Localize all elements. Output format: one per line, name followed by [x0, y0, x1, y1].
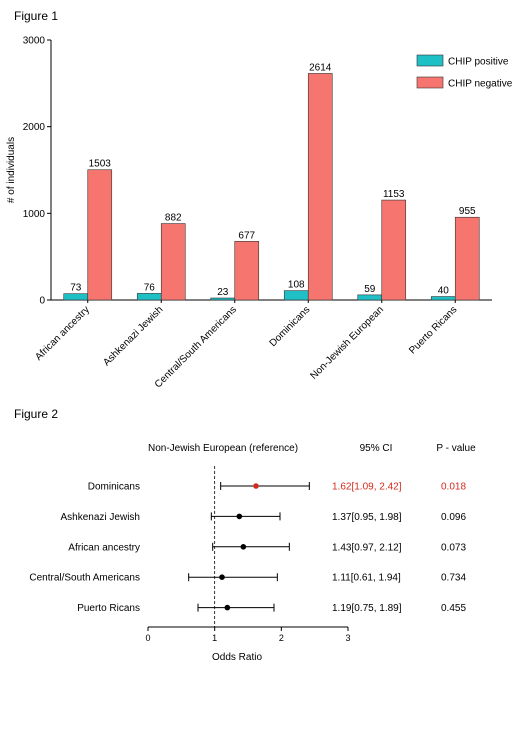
y-tick-label: 2000	[23, 122, 46, 133]
row-label: Central/South Americans	[29, 573, 140, 584]
ci-value: 1.43[0.97, 2.12]	[332, 542, 402, 553]
figure-2-title: Figure 2	[14, 407, 59, 421]
ci-value: 1.11[0.61, 1.94]	[332, 573, 401, 584]
odds-ratio-point	[253, 483, 259, 489]
bar-data-label: 955	[459, 206, 476, 217]
p-value: 0.455	[441, 603, 466, 614]
x-tick-label: 1	[212, 633, 217, 643]
bar-data-label: 882	[165, 213, 182, 224]
ci-value: 1.62[1.09, 2.42]	[332, 482, 402, 493]
ci-value: 1.37[0.95, 1.98]	[332, 512, 402, 523]
p-value-header: P - value	[436, 443, 476, 454]
bar-chip-negative	[234, 241, 260, 301]
y-tick-label: 0	[39, 296, 45, 307]
odds-ratio-point	[240, 544, 247, 550]
odds-ratio-point	[219, 574, 225, 580]
p-value: 0.018	[441, 482, 466, 493]
row-label: African ancestry	[68, 542, 140, 553]
bar-data-label: 59	[364, 284, 376, 295]
p-value: 0.734	[441, 573, 466, 584]
bar-chip-negative	[381, 199, 407, 301]
bar-data-label: 677	[238, 230, 255, 241]
x-tick-label: 3	[345, 633, 350, 643]
y-tick-label: 1000	[23, 209, 46, 220]
bar-data-label: 108	[288, 280, 305, 291]
odds-ratio-point	[236, 513, 243, 520]
bar-chip-negative	[160, 223, 186, 301]
row-label: Ashkenazi Jewish	[61, 512, 140, 523]
legend-swatch	[416, 54, 444, 67]
legend-entry: CHIP negative	[448, 79, 513, 90]
ci-value: 1.19[0.75, 1.89]	[332, 603, 402, 614]
figure-1-title: Figure 1	[14, 9, 59, 23]
bar-data-label: 23	[217, 287, 229, 298]
bar-chip-negative	[454, 216, 480, 301]
p-value: 0.073	[441, 542, 466, 553]
reference-label: Non-Jewish European (reference)	[148, 443, 298, 454]
bar-data-label: 40	[438, 286, 450, 297]
x-axis-label: Odds Ratio	[212, 652, 262, 663]
bar-data-label: 1153	[383, 189, 405, 200]
bar-data-label: 1503	[89, 159, 112, 170]
legend-swatch	[416, 76, 444, 89]
row-label: Puerto Ricans	[77, 603, 140, 614]
row-label: Dominicans	[88, 482, 140, 493]
bar-data-label: 76	[144, 282, 156, 293]
y-axis-label: # of individuals	[6, 137, 17, 203]
y-tick-label: 3000	[23, 36, 46, 47]
bar-data-label: 73	[70, 283, 82, 294]
bar-chip-negative	[87, 169, 113, 301]
ci-header: 95% CI	[360, 443, 393, 454]
x-tick-label: 0	[145, 633, 150, 643]
p-value: 0.096	[441, 512, 466, 523]
legend-entry: CHIP positive	[448, 57, 509, 68]
odds-ratio-point	[224, 604, 231, 611]
x-tick-label: 2	[279, 633, 284, 643]
bar-data-label: 2614	[309, 62, 332, 73]
bar-chip-negative	[307, 73, 333, 301]
